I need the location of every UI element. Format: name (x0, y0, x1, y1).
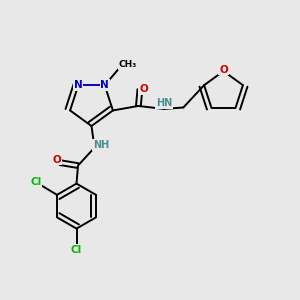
Text: O: O (139, 85, 148, 94)
Text: N: N (74, 80, 82, 90)
Text: O: O (219, 64, 228, 75)
Text: NH: NH (93, 140, 109, 150)
Text: HN: HN (156, 98, 172, 108)
Text: N: N (100, 80, 109, 90)
Text: CH₃: CH₃ (119, 60, 137, 69)
Text: O: O (52, 154, 61, 165)
Text: Cl: Cl (71, 244, 82, 255)
Text: Cl: Cl (30, 177, 42, 187)
